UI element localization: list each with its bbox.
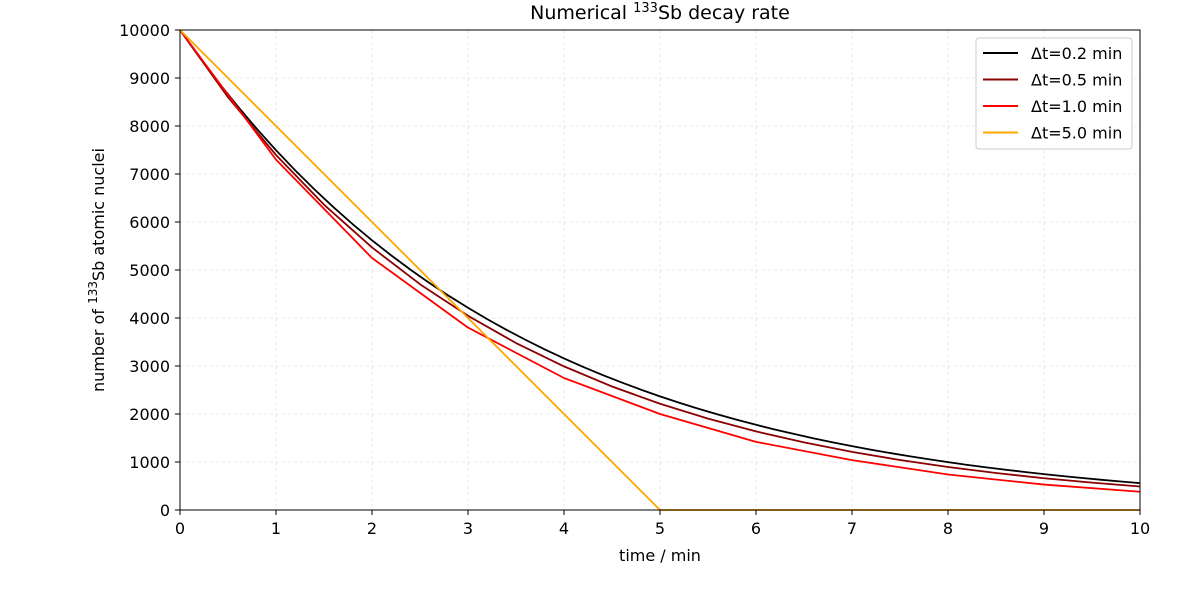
legend-label: Δt=1.0 min <box>1031 97 1122 116</box>
y-tick-label: 8000 <box>129 117 170 136</box>
y-tick-label: 10000 <box>119 21 170 40</box>
x-tick-label: 9 <box>1039 519 1049 538</box>
legend-entries: Δt=0.2 min Δt=0.5 min Δt=1.0 min Δt=5.0 min <box>983 44 1122 143</box>
y-tick-label: 3000 <box>129 357 170 376</box>
series-line-0 <box>179 29 1141 485</box>
legend-label: Δt=0.5 min <box>1031 71 1122 90</box>
x-tick-label: 5 <box>655 519 665 538</box>
legend-label: Δt=5.0 min <box>1031 124 1122 143</box>
y-tick-label: 9000 <box>129 69 170 88</box>
y-tick-label: 4000 <box>129 309 170 328</box>
y-axis-label: number of 133Sb atomic nuclei <box>86 148 108 392</box>
x-axis-label: time / min <box>619 546 701 565</box>
x-tick-label: 6 <box>751 519 761 538</box>
legend-box <box>975 37 1133 150</box>
x-tick-label: 3 <box>463 519 473 538</box>
y-tick-label: 2000 <box>129 405 170 424</box>
y-tick-label: 6000 <box>129 213 170 232</box>
y-tick-label: 7000 <box>129 165 170 184</box>
x-tick-label: 2 <box>367 519 377 538</box>
series-line-2 <box>179 29 1141 493</box>
x-tick-label: 1 <box>271 519 281 538</box>
y-tick-label: 0 <box>160 501 170 520</box>
y-axis-ticks: 0 1000 2000 3000 4000 5000 6000 7000 8000 9000 100… <box>119 21 180 520</box>
x-axis-ticks: 0 1 2 3 4 5 6 7 8 9 10 <box>175 510 1150 538</box>
y-tick-label: 1000 <box>129 453 170 472</box>
series-line-1 <box>179 29 1141 488</box>
legend-label: Δt=0.2 min <box>1031 44 1122 63</box>
legend: Δt=0.2 min Δt=0.5 min Δt=1.0 min Δt=5.0 min <box>975 37 1133 150</box>
x-tick-label: 7 <box>847 519 857 538</box>
x-tick-label: 4 <box>559 519 569 538</box>
x-tick-label: 8 <box>943 519 953 538</box>
x-tick-label: 10 <box>1130 519 1150 538</box>
chart-title: Numerical 133Sb decay rate <box>530 1 790 24</box>
x-tick-label: 0 <box>175 519 185 538</box>
y-tick-label: 5000 <box>129 261 170 280</box>
